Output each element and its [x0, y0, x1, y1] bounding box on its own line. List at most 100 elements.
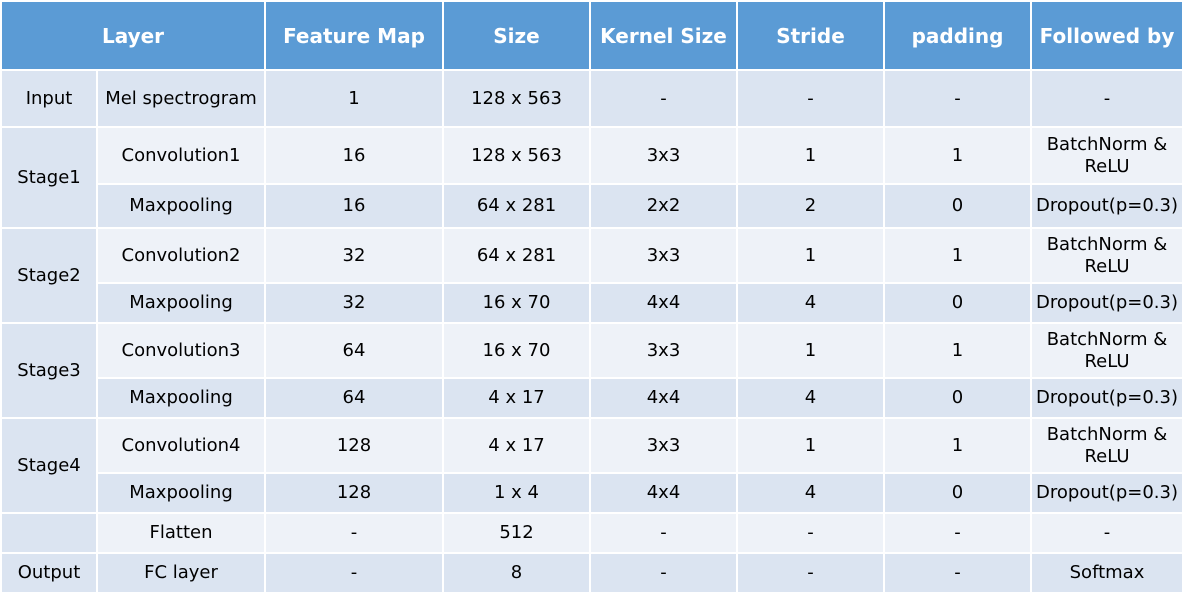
size-cell: 64 x 281: [442, 183, 591, 229]
kernel-cell: -: [589, 552, 738, 594]
padding-cell: 1: [883, 322, 1032, 379]
header-padding: padding: [883, 0, 1032, 71]
size-cell: 64 x 281: [442, 227, 591, 284]
followed-by-cell: -: [1030, 69, 1182, 128]
table-row: Maxpooling 64 4 x 17 4x4 4 0 Dropout(p=0…: [1, 377, 1182, 419]
stage-cell: Stage2: [0, 227, 98, 324]
header-feature-map: Feature Map: [264, 0, 444, 71]
feature-map-cell: 128: [264, 417, 444, 474]
feature-map-cell: 64: [264, 322, 444, 379]
stage-cell: Output: [0, 552, 98, 594]
padding-cell: 1: [883, 126, 1032, 185]
layer-cell: Convolution2: [96, 227, 266, 284]
feature-map-cell: 1: [264, 69, 444, 128]
table-row: Maxpooling 128 1 x 4 4x4 4 0 Dropout(p=0…: [1, 472, 1182, 514]
layer-cell: Maxpooling: [96, 282, 266, 324]
size-cell: 4 x 17: [442, 417, 591, 474]
feature-map-cell: 16: [264, 126, 444, 185]
followed-by-cell: Dropout(p=0.3): [1030, 183, 1182, 229]
followed-by-cell: BatchNorm & ReLU: [1030, 227, 1182, 284]
kernel-cell: 3x3: [589, 417, 738, 474]
stage-cell: Stage4: [0, 417, 98, 514]
header-size: Size: [442, 0, 591, 71]
padding-cell: 1: [883, 417, 1032, 474]
stride-cell: 4: [736, 282, 885, 324]
table-row: Stage4 Convolution4 128 4 x 17 3x3 1 1 B…: [0, 417, 1182, 514]
stride-cell: 1: [736, 417, 885, 474]
padding-cell: -: [883, 512, 1032, 554]
table-row: Maxpooling 32 16 x 70 4x4 4 0 Dropout(p=…: [1, 282, 1182, 324]
table-row: Stage1 Convolution1 16 128 x 563 3x3 1 1…: [0, 126, 1182, 229]
layer-cell: Maxpooling: [96, 472, 266, 514]
stride-cell: -: [736, 552, 885, 594]
followed-by-cell: Dropout(p=0.3): [1030, 472, 1182, 514]
header-kernel-size: Kernel Size: [589, 0, 738, 71]
padding-cell: -: [883, 69, 1032, 128]
feature-map-cell: 64: [264, 377, 444, 419]
padding-cell: -: [883, 552, 1032, 594]
feature-map-cell: 128: [264, 472, 444, 514]
layer-cell: Maxpooling: [96, 377, 266, 419]
header-stride: Stride: [736, 0, 885, 71]
followed-by-cell: Dropout(p=0.3): [1030, 282, 1182, 324]
kernel-cell: 3x3: [589, 126, 738, 185]
stride-cell: 4: [736, 377, 885, 419]
layer-cell: FC layer: [96, 552, 266, 594]
padding-cell: 0: [883, 377, 1032, 419]
stride-cell: -: [736, 512, 885, 554]
kernel-cell: 3x3: [589, 227, 738, 284]
table-row: Input Mel spectrogram 1 128 x 563 - - - …: [0, 69, 1182, 128]
kernel-cell: 3x3: [589, 322, 738, 379]
stride-cell: 2: [736, 183, 885, 229]
table-row: Stage2 Convolution2 32 64 x 281 3x3 1 1 …: [0, 227, 1182, 324]
stride-cell: 1: [736, 227, 885, 284]
stride-cell: 4: [736, 472, 885, 514]
stride-cell: -: [736, 69, 885, 128]
table-row: Stage3 Convolution3 64 16 x 70 3x3 1 1 B…: [0, 322, 1182, 419]
stage-cell: Stage1: [0, 126, 98, 229]
followed-by-cell: BatchNorm & ReLU: [1030, 417, 1182, 474]
stride-cell: 1: [736, 322, 885, 379]
header-followed-by: Followed by: [1030, 0, 1182, 71]
feature-map-cell: -: [264, 512, 444, 554]
size-cell: 512: [442, 512, 591, 554]
size-cell: 1 x 4: [442, 472, 591, 514]
table-row: Maxpooling 16 64 x 281 2x2 2 0 Dropout(p…: [1, 183, 1182, 229]
size-cell: 16 x 70: [442, 322, 591, 379]
table-row: Output FC layer - 8 - - - Softmax: [0, 552, 1182, 594]
layer-cell: Convolution4: [96, 417, 266, 474]
layer-cell: Flatten: [96, 512, 266, 554]
kernel-cell: 4x4: [589, 282, 738, 324]
feature-map-cell: 16: [264, 183, 444, 229]
table-row: Flatten - 512 - - - -: [0, 512, 1182, 554]
kernel-cell: -: [589, 69, 738, 128]
size-cell: 128 x 563: [442, 126, 591, 185]
stage-cell: Input: [0, 69, 98, 128]
feature-map-cell: 32: [264, 227, 444, 284]
size-cell: 16 x 70: [442, 282, 591, 324]
stage-cell: [0, 512, 98, 554]
feature-map-cell: 32: [264, 282, 444, 324]
kernel-cell: 4x4: [589, 377, 738, 419]
header-row: Layer Feature Map Size Kernel Size Strid…: [0, 0, 1182, 71]
size-cell: 128 x 563: [442, 69, 591, 128]
followed-by-cell: Softmax: [1030, 552, 1182, 594]
layer-cell: Convolution1: [96, 126, 266, 185]
size-cell: 8: [442, 552, 591, 594]
stage-cell: Stage3: [0, 322, 98, 419]
header-layer: Layer: [0, 0, 266, 71]
padding-cell: 0: [883, 472, 1032, 514]
layer-cell: Convolution3: [96, 322, 266, 379]
followed-by-cell: Dropout(p=0.3): [1030, 377, 1182, 419]
kernel-cell: -: [589, 512, 738, 554]
followed-by-cell: -: [1030, 512, 1182, 554]
padding-cell: 1: [883, 227, 1032, 284]
layer-cell: Mel spectrogram: [96, 69, 266, 128]
feature-map-cell: -: [264, 552, 444, 594]
followed-by-cell: BatchNorm & ReLU: [1030, 322, 1182, 379]
size-cell: 4 x 17: [442, 377, 591, 419]
padding-cell: 0: [883, 282, 1032, 324]
followed-by-cell: BatchNorm & ReLU: [1030, 126, 1182, 185]
kernel-cell: 4x4: [589, 472, 738, 514]
